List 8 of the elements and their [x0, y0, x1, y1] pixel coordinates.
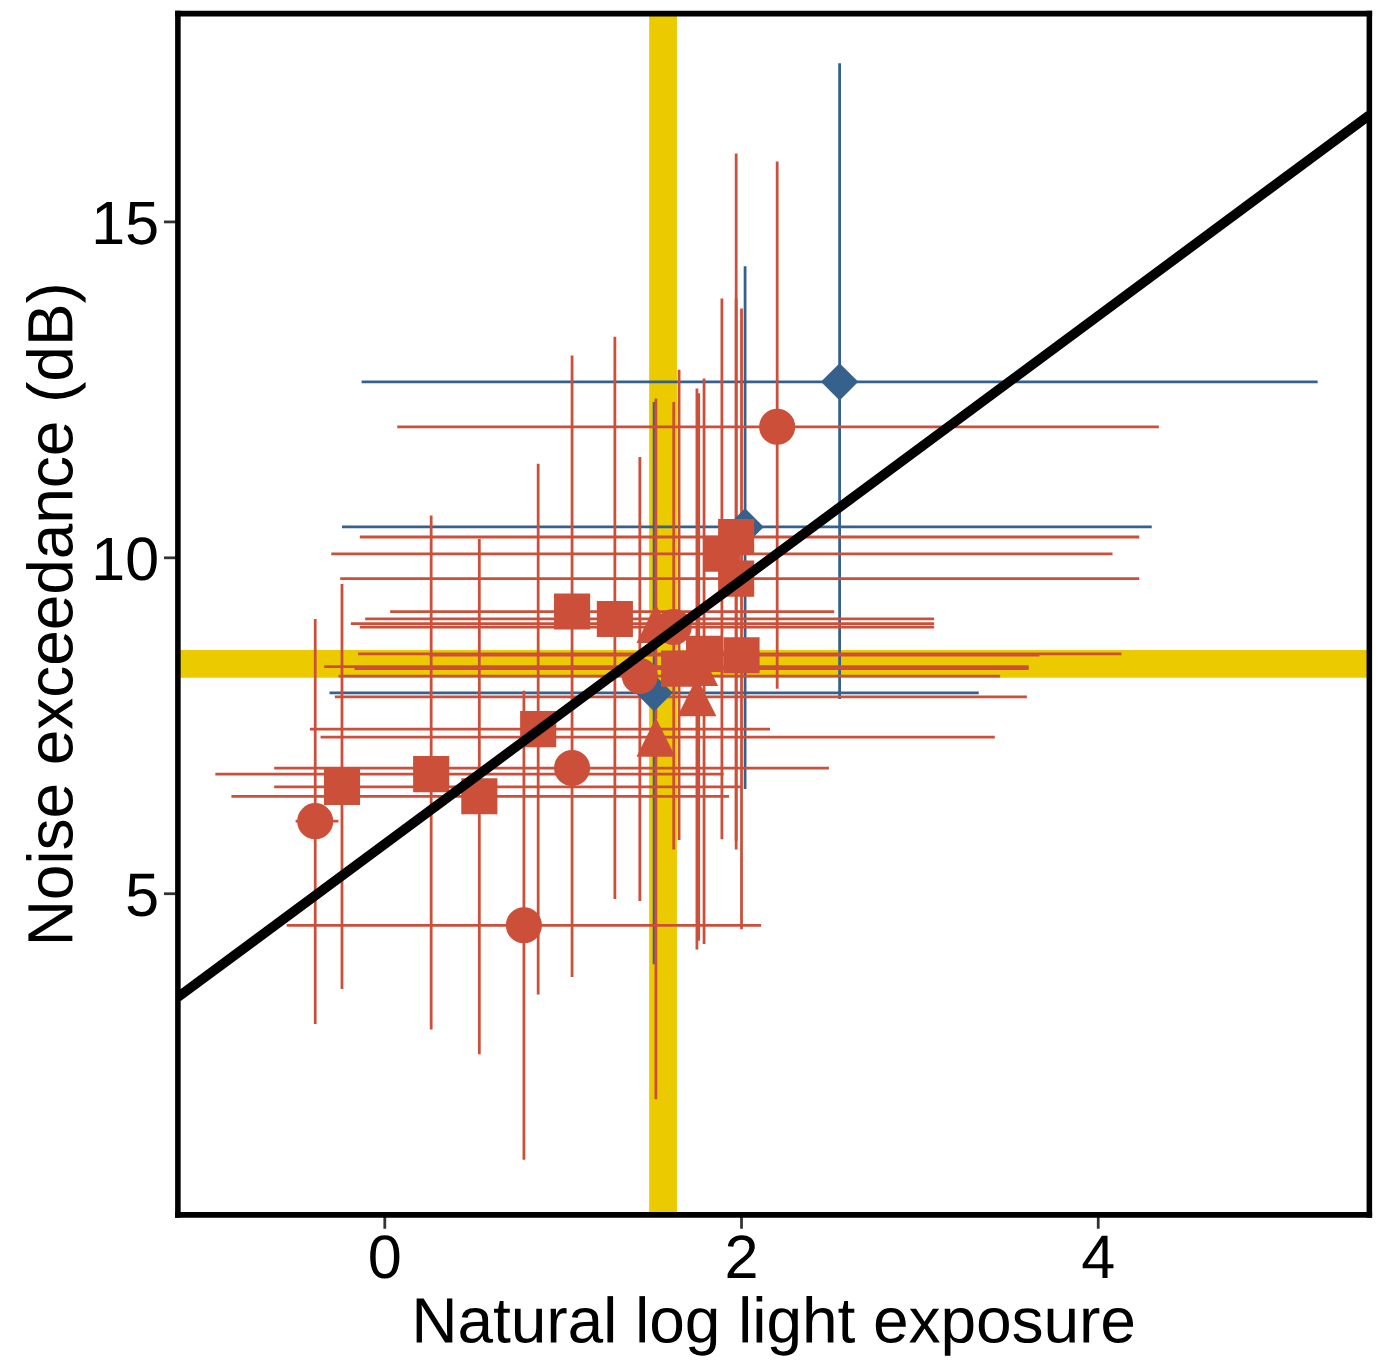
- y-axis-title: Noise exceedance (dB): [26, 286, 86, 942]
- y-tick-label: 5: [127, 873, 157, 917]
- x-tick-label: 2: [727, 1235, 756, 1278]
- x-tick-label: 4: [1082, 1235, 1114, 1278]
- x-axis-title: Natural log light exposure: [416, 1296, 1134, 1356]
- x-tick-label: 0: [370, 1235, 400, 1279]
- y-tick-label: 10: [95, 537, 157, 581]
- y-tick-label: 15: [95, 202, 157, 245]
